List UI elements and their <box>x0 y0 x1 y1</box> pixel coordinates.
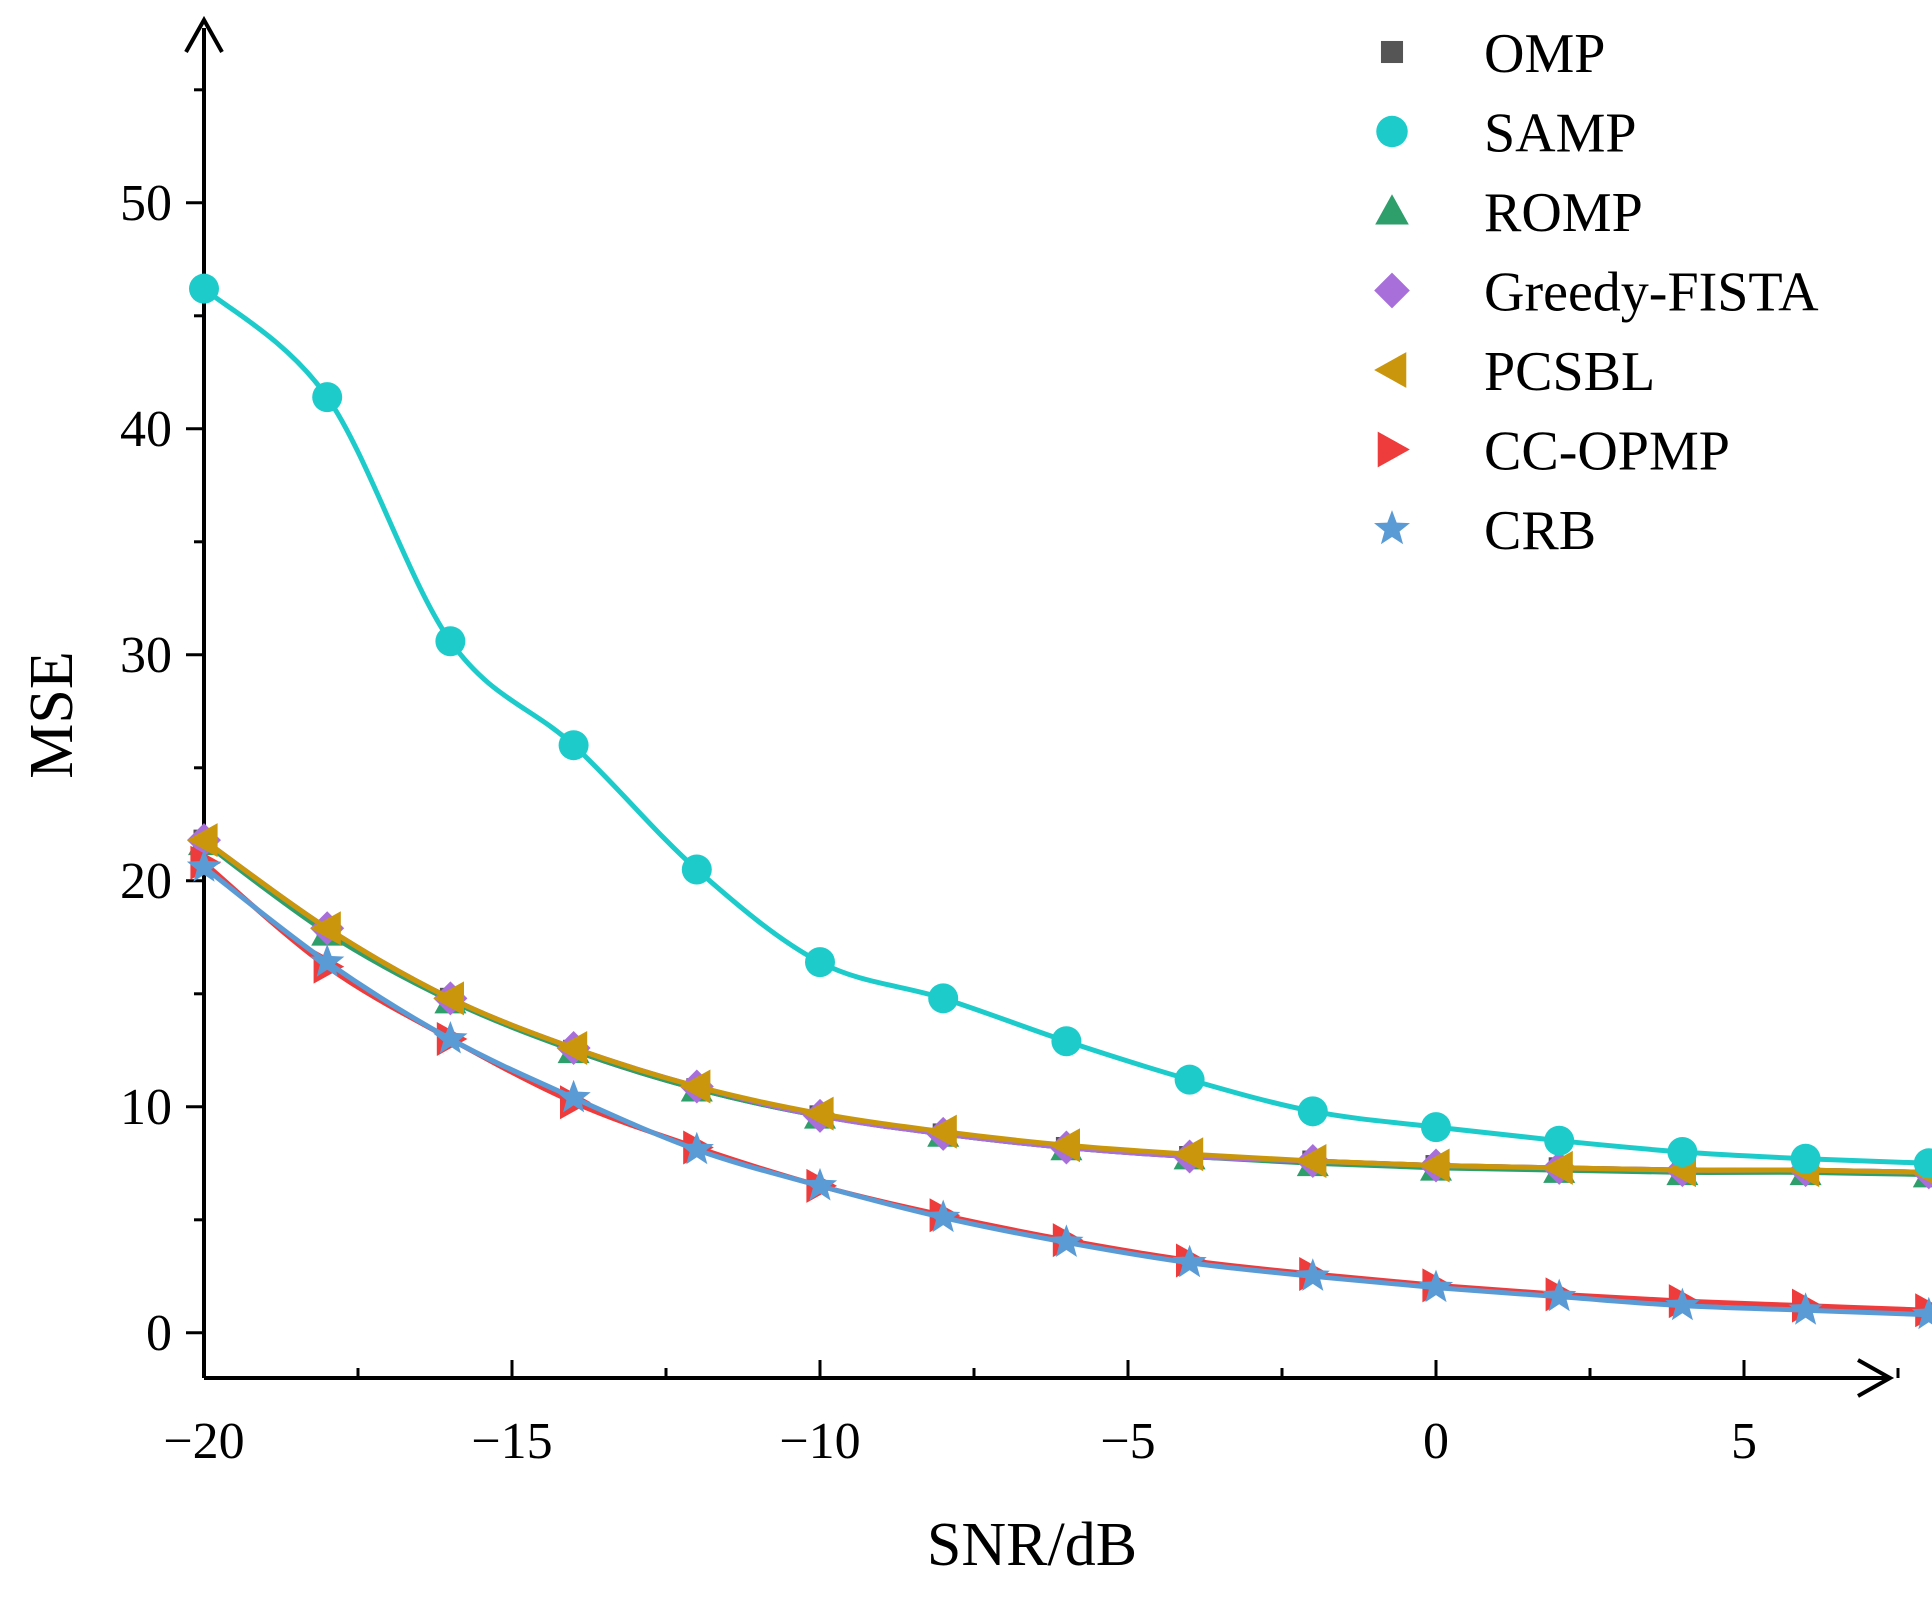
y-tick-label: 40 <box>120 401 172 458</box>
y-tick-label: 30 <box>120 627 172 684</box>
legend-marker <box>1374 510 1410 545</box>
legend-item: PCSBL <box>1374 341 1655 403</box>
data-point <box>558 730 589 761</box>
x-axis-title: SNR/dB <box>927 1511 1137 1579</box>
data-point <box>1667 1137 1698 1167</box>
data-point <box>186 849 222 882</box>
data-point <box>926 1199 961 1233</box>
legend-item: OMP <box>1380 23 1605 85</box>
data-point <box>1790 1143 1821 1174</box>
legend-marker <box>1375 194 1409 225</box>
data-point <box>1172 1244 1207 1278</box>
axes: −20−15−10−50510152025303501020304050 <box>120 15 1900 1470</box>
data-point <box>310 911 341 946</box>
x-tick-label: −10 <box>779 1413 860 1470</box>
y-tick-label: 50 <box>120 175 172 232</box>
legend-item: CC-OPMP <box>1377 421 1730 483</box>
data-point <box>679 1069 711 1104</box>
x-tick-label: −15 <box>471 1413 552 1470</box>
data-point <box>556 1031 588 1066</box>
x-tick-label: 5 <box>1731 1413 1757 1470</box>
legend-label: PCSBL <box>1484 341 1655 403</box>
data-point <box>312 382 343 413</box>
data-point <box>1418 1269 1454 1303</box>
legend: OMP SAMP ROMP Greedy-FISTA PCSBL CC-OPMP CRB <box>1374 23 1819 562</box>
data-point <box>1913 1148 1932 1179</box>
plot-area <box>186 273 1932 1330</box>
legend-marker <box>1374 352 1407 388</box>
x-tick-label: −5 <box>1100 1413 1155 1470</box>
legend-label: CC-OPMP <box>1484 421 1730 483</box>
y-axis-title: MSE <box>18 651 86 778</box>
legend-marker <box>1374 272 1410 309</box>
data-point <box>928 983 959 1014</box>
legend-label: OMP <box>1484 23 1605 85</box>
series-pcsbl <box>187 823 1932 1188</box>
data-point <box>435 626 466 657</box>
legend-marker <box>1380 40 1404 64</box>
y-tick-label: 0 <box>146 1305 172 1362</box>
y-tick-label: 10 <box>120 1079 172 1136</box>
y-tick-label: 20 <box>120 853 172 910</box>
data-point <box>679 1131 714 1165</box>
legend-item: ROMP <box>1375 182 1643 244</box>
legend-item: Greedy-FISTA <box>1374 262 1819 324</box>
data-point <box>1421 1112 1451 1143</box>
legend-marker <box>1377 431 1410 468</box>
data-point <box>433 1021 468 1054</box>
data-point <box>1295 1144 1327 1179</box>
data-point <box>1911 1296 1932 1330</box>
data-point <box>1542 1150 1573 1185</box>
data-point <box>805 947 835 978</box>
legend-label: Greedy-FISTA <box>1484 262 1819 324</box>
series-cc-opmp <box>190 845 1932 1328</box>
legend-label: CRB <box>1484 500 1596 562</box>
data-point <box>1051 1026 1082 1057</box>
legend-marker <box>1376 115 1408 148</box>
x-tick-label: 0 <box>1423 1413 1449 1470</box>
data-point <box>310 944 345 977</box>
data-point <box>1295 1258 1330 1291</box>
x-axis-arrow <box>1857 1358 1895 1398</box>
series-samp <box>189 273 1932 1179</box>
data-point <box>802 1167 838 1201</box>
data-point <box>556 1079 591 1113</box>
series-line <box>202 865 1932 1318</box>
data-point <box>433 981 464 1016</box>
data-point <box>1049 1224 1084 1257</box>
y-axis-arrow <box>184 15 224 53</box>
data-point <box>189 273 219 304</box>
data-point <box>1788 1292 1823 1325</box>
data-point <box>926 1114 957 1149</box>
legend-item: CRB <box>1374 500 1596 562</box>
data-point <box>803 1096 834 1131</box>
data-point <box>187 823 218 858</box>
legend-label: ROMP <box>1484 182 1643 244</box>
data-point <box>1297 1096 1328 1127</box>
legend-item: SAMP <box>1376 103 1637 165</box>
data-point <box>681 854 712 885</box>
data-point <box>1665 1287 1700 1321</box>
series-crb <box>186 849 1932 1330</box>
data-point <box>1419 1148 1450 1183</box>
data-point <box>1542 1278 1577 1312</box>
legend-label: SAMP <box>1484 103 1637 165</box>
data-point <box>1172 1137 1204 1172</box>
data-point <box>1544 1125 1575 1156</box>
data-point <box>1049 1128 1080 1163</box>
x-tick-label: −20 <box>163 1413 244 1470</box>
data-point <box>1174 1064 1205 1095</box>
